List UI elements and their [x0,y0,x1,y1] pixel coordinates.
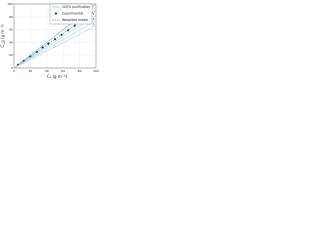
line-label: 3 [93,22,95,26]
line-label: 2 [93,17,95,21]
x-tick-label: 100 [93,69,99,73]
x-tick-label: 40 [45,69,49,73]
y-tick-label: 20 [9,53,13,57]
line-label: 1 [93,12,95,16]
x-tick-label: 60 [61,69,65,73]
legend-box [49,3,93,25]
y-axis-label: C_g (g m⁻³) [0,24,5,48]
y-tick-label: 0 [11,66,13,70]
legend-label: Experimental [62,12,83,16]
series-line [13,20,97,69]
data-point [41,46,44,49]
legend-label: 100% purification [62,5,90,9]
x-axis-label: Cₛ (g m⁻³) [47,74,68,79]
legend-label: Weighted model [62,18,88,22]
series-line [13,15,97,69]
y-tick-label: 60 [9,28,13,32]
x-tick-label: 20 [28,69,32,73]
y-tick-label: 40 [9,40,13,44]
x-tick-label: 80 [78,69,82,73]
series-line [13,25,97,69]
y-tick-label: 100 [7,2,13,6]
x-tick-label: 0 [13,69,15,73]
y-tick-label: 80 [9,15,13,19]
